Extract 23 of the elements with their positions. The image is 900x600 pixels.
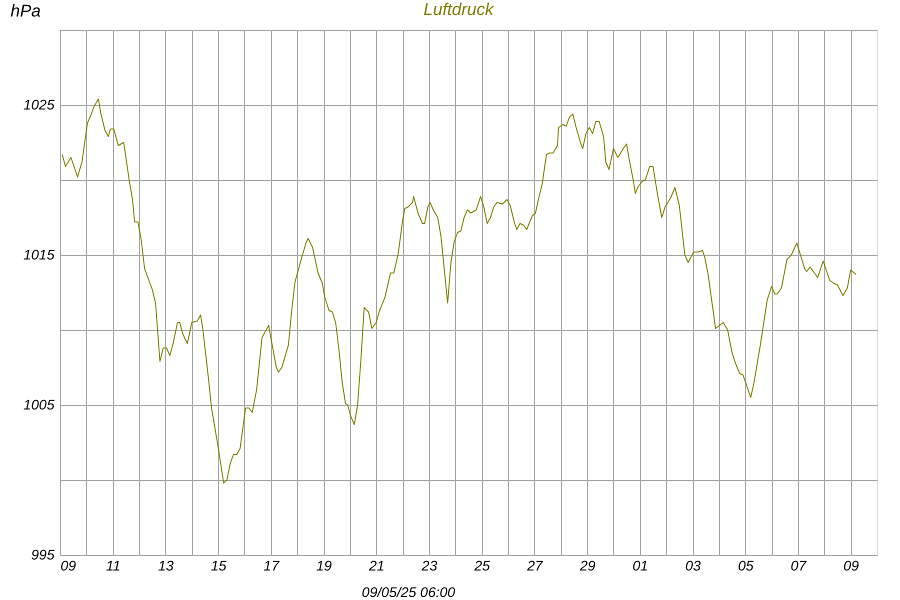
x-tick-label: 03 xyxy=(685,558,702,574)
x-tick-label: 21 xyxy=(368,558,385,574)
x-tick-label: 13 xyxy=(158,558,174,574)
x-tick-label: 01 xyxy=(632,558,648,574)
x-tick-label: 09 xyxy=(60,558,76,574)
y-tick-label: 1015 xyxy=(23,246,55,262)
y-tick-label: 1005 xyxy=(23,396,55,412)
x-tick-label: 09 xyxy=(843,558,860,574)
x-tick-label: 07 xyxy=(790,558,808,574)
x-tick-label: 11 xyxy=(106,558,120,574)
chart-title: Luftdruck xyxy=(424,0,495,19)
x-tick-label: 17 xyxy=(264,558,280,574)
x-tick-label: 25 xyxy=(473,558,490,574)
x-tick-label: 27 xyxy=(526,558,544,574)
x-tick-label: 29 xyxy=(578,558,596,574)
x-tick-label: 23 xyxy=(420,558,438,574)
x-tick-label: 19 xyxy=(316,558,332,574)
y-axis-title: hPa xyxy=(10,2,41,20)
x-tick-label: 05 xyxy=(738,558,754,574)
y-tick-label: 1025 xyxy=(23,96,55,112)
x-tick-label: 15 xyxy=(210,558,227,574)
y-tick-label: 995 xyxy=(31,546,55,562)
text: 09/05/25 06:00 xyxy=(362,584,456,600)
